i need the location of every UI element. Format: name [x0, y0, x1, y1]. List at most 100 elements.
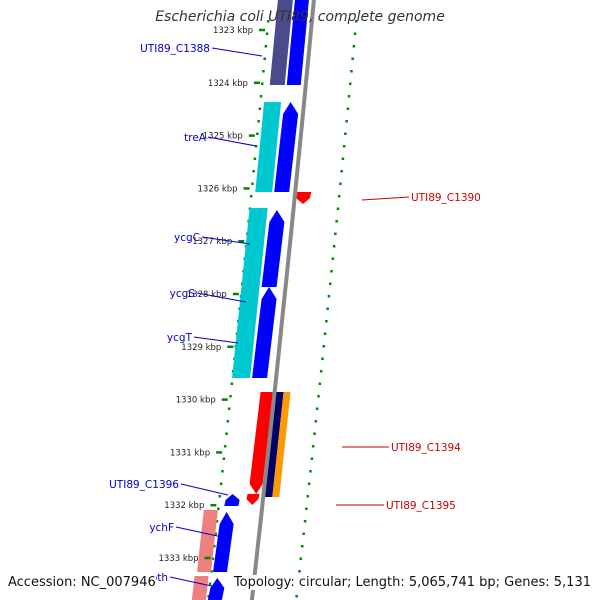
outer-guide-dots — [336, 207, 340, 210]
outer-guide-dots — [341, 157, 345, 160]
inner-guide-dots — [253, 157, 257, 160]
inner-guide-dots — [252, 170, 255, 173]
outer-guide-dots — [323, 332, 327, 335]
inner-guide-dots — [256, 132, 259, 135]
outer-guide-dots — [303, 520, 307, 523]
outer-guide-dots — [318, 382, 322, 385]
homology-bar — [269, 0, 293, 85]
outer-guide-dots — [347, 95, 351, 98]
gene-arrow — [296, 192, 312, 204]
gene-arrow — [212, 512, 234, 572]
outer-guide-dots — [351, 57, 354, 60]
outer-guide-dots — [295, 595, 298, 598]
outer-guide-dots — [317, 395, 320, 398]
inner-guide-dots — [226, 420, 230, 423]
gene-arrow — [252, 287, 277, 378]
gene-arrow — [274, 102, 299, 192]
ruler-label: 1325 kbp — [203, 132, 243, 142]
gene-arrow — [207, 578, 225, 600]
inner-guide-dots — [254, 145, 258, 148]
outer-guide-dots — [313, 432, 316, 435]
outer-guide-dots — [319, 370, 323, 373]
outer-guide-dots — [330, 270, 333, 273]
outer-guide-dots — [309, 470, 312, 473]
outer-guide-dots — [325, 320, 328, 323]
leader-line — [169, 576, 217, 588]
homology-bar — [264, 392, 284, 497]
ruler-label: 1330 kbp — [176, 396, 216, 406]
outer-guide-dots — [332, 245, 336, 248]
outer-guide-dots — [346, 107, 350, 110]
ruler-label: 1326 kbp — [198, 184, 238, 194]
genome-backbone — [249, 0, 316, 600]
inner-guide-dots — [230, 382, 234, 385]
inner-guide-dots — [222, 457, 226, 460]
gene-label: ycgC — [174, 232, 200, 244]
outer-guide-dots — [339, 182, 342, 185]
outer-guide-dots — [334, 232, 337, 235]
homology-bar — [232, 208, 268, 378]
inner-guide-dots — [259, 95, 263, 98]
inner-guide-dots — [261, 82, 264, 85]
gene-arrow — [246, 494, 260, 505]
gene-label: ychF — [149, 522, 174, 534]
outer-guide-dots — [305, 507, 308, 510]
outer-guide-dots — [306, 495, 309, 498]
inner-guide-dots — [208, 582, 212, 585]
gene-label: UTI89_C1390 — [411, 192, 481, 204]
outer-guide-dots — [345, 120, 348, 123]
gene-arrow — [224, 494, 240, 506]
homology-bar — [196, 510, 218, 572]
homology-bar — [272, 392, 291, 497]
leader-line — [196, 292, 247, 303]
outer-guide-dots — [322, 345, 325, 348]
ruler-label: 1327 kbp — [192, 237, 232, 247]
leader-line — [193, 336, 239, 344]
outer-guide-dots — [329, 282, 332, 285]
homology-bar — [255, 102, 282, 192]
inner-guide-dots — [251, 182, 254, 185]
outer-guide-dots — [335, 220, 338, 223]
leader-line — [361, 196, 410, 201]
gene-label: treA — [184, 132, 207, 144]
outer-guide-dots — [314, 420, 318, 423]
accession-text: Accession: NC_007946 — [8, 575, 156, 590]
gene-label: ycgT — [167, 332, 193, 344]
outer-guide-dots — [307, 482, 311, 485]
leader-line — [175, 526, 223, 538]
map-title: Escherichia coli UTI89, complete genome — [155, 9, 445, 25]
inner-guide-dots — [221, 470, 224, 473]
outer-guide-dots — [344, 132, 347, 135]
inner-guide-dots — [262, 70, 265, 73]
inner-guide-dots — [263, 57, 266, 60]
inner-guide-dots — [219, 482, 223, 485]
ruler-label: 1324 kbp — [208, 79, 248, 89]
gene-arrow — [286, 0, 309, 85]
leader-line — [180, 483, 229, 496]
leader-line — [211, 47, 263, 57]
outer-guide-dots — [301, 545, 304, 548]
outer-guide-dots — [340, 170, 343, 173]
outer-guide-dots — [352, 45, 356, 48]
inner-guide-dots — [264, 45, 268, 48]
outer-guide-dots — [337, 195, 341, 198]
inner-guide-dots — [267, 20, 270, 23]
outer-guide-dots — [311, 445, 315, 448]
ruler-label: 1333 kbp — [158, 554, 198, 564]
outer-guide-dots — [342, 145, 346, 148]
inner-guide-dots — [210, 570, 213, 573]
inner-guide-dots — [257, 120, 260, 123]
outer-guide-dots — [310, 457, 314, 460]
outer-guide-dots — [298, 570, 301, 573]
inner-guide-dots — [217, 507, 220, 510]
gene-arrow — [249, 392, 274, 494]
outer-guide-dots — [321, 357, 324, 360]
topology-text: Topology: circular; Length: 5,065,741 bp… — [233, 575, 591, 590]
inner-guide-dots — [218, 495, 221, 498]
outer-guide-dots — [349, 82, 352, 85]
ruler-label: 1332 kbp — [164, 501, 204, 511]
outer-guide-dots — [299, 557, 303, 560]
inner-guide-dots — [227, 407, 231, 410]
gene-label: ycgS — [170, 288, 196, 300]
